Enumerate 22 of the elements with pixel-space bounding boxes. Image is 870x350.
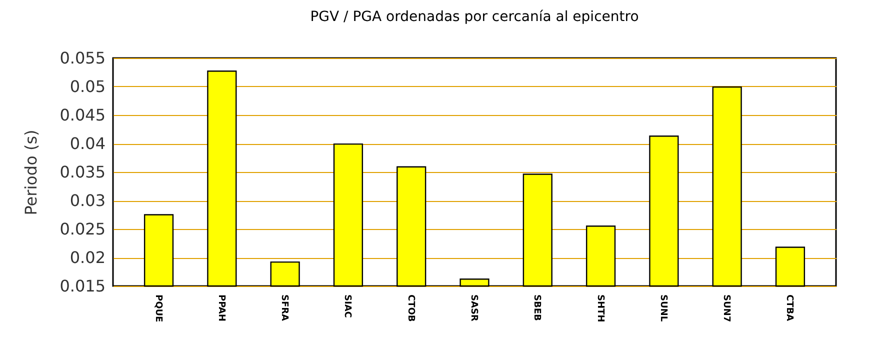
y-axis-title: Periodo (s) xyxy=(22,130,41,216)
x-tick-label: SUNL xyxy=(658,294,668,322)
y-tick-label: 0.015 xyxy=(60,276,106,296)
y-tick-label: 0.045 xyxy=(60,106,106,124)
x-tick-label: PQUE xyxy=(152,294,163,322)
x-tick-label: SUN7 xyxy=(721,294,732,322)
y-tick-label: 0.03 xyxy=(70,191,106,210)
x-tick-label: SHTH xyxy=(594,294,605,322)
y-tick-label: 0.02 xyxy=(70,248,106,267)
y-tick-label: 0.05 xyxy=(70,77,106,96)
x-tick-label: CTOB xyxy=(405,294,416,322)
x-tick-label: CTBA xyxy=(784,294,794,322)
y-tick-label: 0.025 xyxy=(60,220,106,238)
x-tick-label: SBEB xyxy=(532,294,542,321)
chart-title: PGV / PGA ordenadas por cercanía al epicentro xyxy=(310,9,639,25)
x-tick-label: SIAC xyxy=(342,294,352,318)
y-tick-label: 0.04 xyxy=(70,134,106,153)
x-tick-label: SASR xyxy=(468,294,478,322)
x-tick-label: PPAH xyxy=(216,294,226,322)
x-tick-label: SFRA xyxy=(279,294,290,322)
y-tick-label: 0.035 xyxy=(60,162,106,182)
y-tick-label: 0.055 xyxy=(60,48,106,68)
